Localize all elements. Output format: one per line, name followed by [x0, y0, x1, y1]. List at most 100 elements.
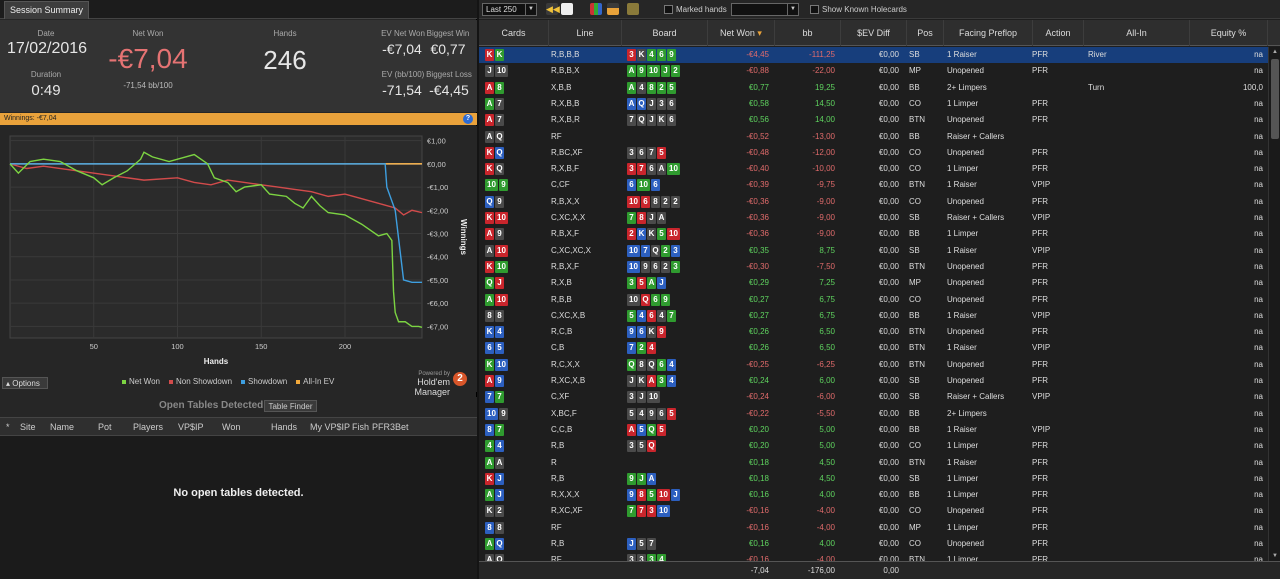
tab-session-summary[interactable]: Session Summary: [4, 1, 89, 19]
open-tables-col-marker[interactable]: *: [6, 422, 10, 432]
hand-row[interactable]: K Q R,BC,XF 3 6 7 5 -€0,48 -12,00 €0,00 CO Unopened…: [479, 145, 1268, 161]
hand-row[interactable]: A A R €0,18 4,50 €0,00 BTN 1 Raiser PFR na: [479, 455, 1268, 471]
scroll-up-icon[interactable]: ▲: [1272, 49, 1278, 55]
table-finder-button[interactable]: Table Finder: [264, 400, 317, 412]
hand-row[interactable]: Q J R,X,B 3 5 A J €0,29 7,25 €0,00 MP Unopened PFR na: [479, 275, 1268, 291]
hand-row[interactable]: 6 5 C,B 7 2 4 €0,26 6,50 €0,00 BTN 1 Raiser VPIP na: [479, 340, 1268, 356]
back-arrows-icon[interactable]: ◀◀: [546, 3, 560, 15]
line-cell: RF: [551, 555, 562, 561]
trophy-icon[interactable]: [627, 3, 639, 15]
ev-diff-cell: €0,00: [878, 310, 899, 320]
action-cell: VPIP: [1032, 310, 1051, 320]
hand-row[interactable]: A 7 R,X,B,R 7 Q J K 6 €0,56 14,00 €0,00 BTN Unopened…: [479, 112, 1268, 128]
hand-row[interactable]: A 8 X,B,B A 4 8 2 5 €0,77 19,25 €0,00 BB 2+ Limpers T…: [479, 80, 1268, 96]
playing-card: 2: [657, 81, 666, 94]
hand-row[interactable]: 4 4 R,B 3 5 Q €0,20 5,00 €0,00 CO 1 Limper PFR na: [479, 438, 1268, 454]
help-icon[interactable]: ?: [463, 114, 473, 124]
open-tables-col-vp-ip[interactable]: VP$IP: [178, 422, 204, 432]
legend-item[interactable]: Non Showdown: [168, 377, 232, 386]
hand-row[interactable]: A 10 R,B,B 10 Q 6 9 €0,27 6,75 €0,00 CO Unopened PFR…: [479, 292, 1268, 308]
hand-row[interactable]: K Q R,X,B,F 3 7 6 A 10 -€0,40 -10,00 €0,00 CO 1 Limp…: [479, 161, 1268, 177]
scroll-down-icon[interactable]: ▼: [1272, 553, 1278, 559]
vertical-scrollbar[interactable]: ▲ ▼: [1268, 47, 1280, 561]
hand-row[interactable]: 10 9 X,BC,F 5 4 9 6 5 -€0,22 -5,50 €0,00 BB 2+ Limpe…: [479, 406, 1268, 422]
y-tick-label: -€5,00: [427, 276, 448, 285]
hand-row[interactable]: A Q R,B J 5 7 €0,16 4,00 €0,00 CO Unopened PFR na: [479, 536, 1268, 552]
scrollbar-thumb[interactable]: [1271, 59, 1279, 139]
position-cell: CO: [909, 147, 921, 157]
open-tables-col-my-vp-ip[interactable]: My VP$IP: [310, 422, 351, 432]
playing-card: Q: [647, 423, 656, 436]
y-tick-label: -€3,00: [427, 230, 448, 239]
col-header-cards[interactable]: Cards: [479, 20, 549, 46]
playing-card: K: [485, 163, 494, 176]
open-tables-col-3bet[interactable]: 3Bet: [390, 422, 409, 432]
bar-chart-icon[interactable]: [607, 3, 619, 15]
legend-item[interactable]: Showdown: [241, 377, 287, 386]
hand-row[interactable]: 8 8 C,XC,X,B 5 4 6 4 7 €0,27 6,75 €0,00 BB 1 Raiser V…: [479, 308, 1268, 324]
show-known-holecards-checkbox[interactable]: [810, 5, 819, 14]
bb-cell: 8,75: [819, 245, 835, 255]
hand-row[interactable]: K 4 R,C,B 9 6 K 9 €0,26 6,50 €0,00 BTN Unopened PFR n…: [479, 324, 1268, 340]
marked-hands-select[interactable]: ▼: [731, 3, 799, 16]
hand-row[interactable]: A Q RF 3 3 3 4 -€0,16 -4,00 €0,00 BTN 1 Limper PFR na: [479, 552, 1268, 561]
open-tables-col-pot[interactable]: Pot: [98, 422, 112, 432]
playing-card: 8: [637, 489, 646, 502]
options-button[interactable]: ▴ Options: [2, 377, 48, 389]
col-header--ev-diff[interactable]: $EV Diff: [841, 20, 907, 46]
hand-row[interactable]: A J R,X,X,X 9 8 5 10 J €0,16 4,00 €0,00 BB 1 Limper P…: [479, 487, 1268, 503]
open-tables-col-pfr[interactable]: PFR: [372, 422, 390, 432]
open-tables-col-fish[interactable]: Fish: [352, 422, 370, 432]
x-axis-label: Hands: [204, 357, 229, 366]
hand-row[interactable]: A 7 R,X,B,B A Q J 3 6 €0,58 14,50 €0,00 CO 1 Limper P…: [479, 96, 1268, 112]
col-header-equity-[interactable]: Equity %: [1190, 20, 1268, 46]
col-header-net-won[interactable]: Net Won ▾: [708, 20, 775, 46]
legend-item[interactable]: All-In EV: [296, 377, 334, 386]
hand-row[interactable]: 8 7 C,C,B A 5 Q 5 €0,20 5,00 €0,00 BB 1 Raiser VPIP n…: [479, 422, 1268, 438]
hand-row[interactable]: K 10 C,XC,X,X 7 8 J A -€0,36 -9,00 €0,00 SB Raiser …: [479, 210, 1268, 226]
hand-row[interactable]: J 10 R,B,B,X A 9 10 J 2 -€0,88 -22,00 €0,00 MP Unope…: [479, 63, 1268, 79]
col-header-pos[interactable]: Pos: [907, 20, 944, 46]
replay-icon[interactable]: [561, 3, 573, 15]
open-tables-col-name[interactable]: Name: [50, 422, 75, 432]
hand-row[interactable]: A 10 C,XC,XC,X 10 7 Q 2 3 €0,35 8,75 €0,00 SB 1 Rais…: [479, 243, 1268, 259]
hand-row[interactable]: K K R,B,B,B 3 K 4 6 9 -€4,45 -111,25 €0,00 SB 1 Rais…: [479, 47, 1268, 64]
col-header-board[interactable]: Board: [622, 20, 708, 46]
hand-row[interactable]: A 9 R,B,X,F 2 K K 5 10 -€0,36 -9,00 €0,00 BB 1 Limpe…: [479, 226, 1268, 242]
action-cell: [1032, 406, 1082, 422]
hand-row[interactable]: K 10 R,B,X,F 10 9 6 2 3 -€0,30 -7,50 €0,00 BTN Unope…: [479, 259, 1268, 275]
hand-row[interactable]: A Q RF -€0,52 -13,00 €0,00 BB Raiser + Callers n…: [479, 129, 1268, 145]
marked-hands-checkbox[interactable]: [664, 5, 673, 14]
open-tables-col-won[interactable]: Won: [222, 422, 241, 432]
hand-row[interactable]: K 10 R,C,X,X Q 8 Q 6 4 -€0,25 -6,25 €0,00 BTN Unopen…: [479, 357, 1268, 373]
col-header-facing-preflop[interactable]: Facing Preflop: [944, 20, 1033, 46]
hand-range-select[interactable]: Last 250 ▼: [482, 3, 537, 16]
hands-table-totals: -7,04 -176,00 0,00: [479, 561, 1280, 579]
hand-row[interactable]: K 2 R,XC,XF 7 7 3 10 -€0,16 -4,00 €0,00 CO Unopened…: [479, 503, 1268, 519]
col-header-action[interactable]: Action: [1033, 20, 1084, 46]
legend-item[interactable]: Net Won: [122, 377, 160, 386]
hand-row[interactable]: 7 7 C,XF 3 J 10 -€0,24 -6,00 €0,00 SB Raiser + Cal…: [479, 389, 1268, 405]
grid-icon[interactable]: [590, 3, 602, 15]
playing-card: 9: [637, 65, 646, 78]
hand-row[interactable]: K J R,B 9 J A €0,18 4,50 €0,00 SB 1 Limper PFR na: [479, 471, 1268, 487]
hand-row[interactable]: A 9 R,XC,X,B J K A 3 4 €0,24 6,00 €0,00 SB Unopened P…: [479, 373, 1268, 389]
col-header-bb[interactable]: bb: [775, 20, 841, 46]
hand-row[interactable]: 10 9 C,CF 6 10 6 -€0,39 -9,75 €0,00 BTN 1 Raiser VP…: [479, 177, 1268, 193]
open-tables-col-players[interactable]: Players: [133, 422, 164, 432]
board-cards: [627, 520, 709, 536]
playing-card: 10: [637, 179, 650, 192]
col-header-line[interactable]: Line: [549, 20, 622, 46]
hand-row[interactable]: 8 8 RF -€0,16 -4,00 €0,00 MP 1 Limper PFR na: [479, 520, 1268, 536]
board-cards: 10 Q 6 9: [627, 292, 709, 308]
action-cell: PFR: [1032, 327, 1048, 337]
playing-card: 6: [667, 97, 676, 110]
playing-card: 9: [495, 375, 504, 387]
open-tables-col-site[interactable]: Site: [20, 422, 36, 432]
hand-row[interactable]: Q 9 R,B,X,X 10 6 8 2 2 -€0,36 -9,00 €0,00 CO Unopene…: [479, 194, 1268, 210]
open-tables-col-hands[interactable]: Hands: [271, 422, 298, 432]
col-header-all-in[interactable]: All-In: [1084, 20, 1190, 46]
